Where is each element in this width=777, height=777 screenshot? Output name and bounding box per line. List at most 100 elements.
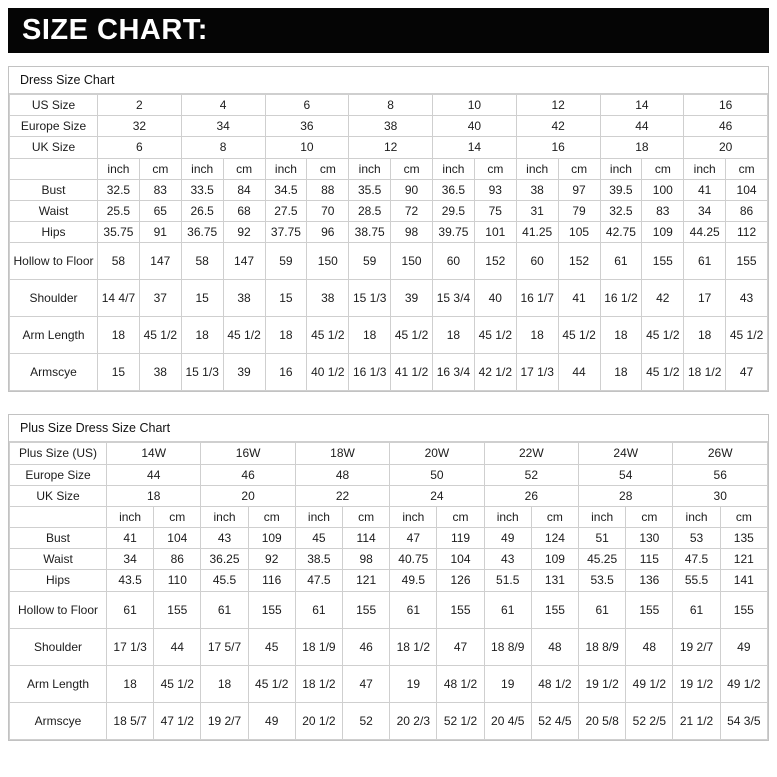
- measurement-cell: 17 1/3: [515, 353, 559, 392]
- size-chart-banner: SIZE CHART:: [8, 8, 769, 53]
- unit-label-cell: cm: [625, 505, 674, 529]
- size-value-cell: 2: [97, 93, 182, 117]
- measurement-cell: 33.5: [180, 178, 224, 201]
- measurement-cell: 15 1/3: [348, 279, 392, 318]
- measure-row: Arm Length 18 45 1/2 18 45 1/2 18 45 1/2 18 45 1…: [9, 316, 768, 355]
- measurement-cell: 147: [222, 242, 266, 281]
- measurement-cell: 155: [153, 590, 202, 629]
- measure-row: Waist 25.5 65 26.5 68 27.5 70 28.5 72 29.5 75 31 79 3…: [9, 199, 768, 223]
- row-label: Europe Size: [9, 463, 107, 486]
- unit-label-cell: inch: [200, 505, 249, 529]
- measurement-cell: 45 1/2: [725, 316, 768, 355]
- measurement-cell: 48: [530, 627, 580, 666]
- size-value-cell: 14: [599, 93, 685, 117]
- size-row: Europe Size 44 46 48 50 52 54 56: [9, 463, 768, 486]
- measurement-cell: 18 5/7: [105, 701, 155, 740]
- row-label: Hollow to Floor: [9, 242, 98, 281]
- size-value-cell: 24W: [578, 442, 674, 465]
- size-value-cell: 18: [599, 136, 685, 159]
- measurement-cell: 18: [97, 316, 140, 355]
- measurement-cell: 61: [294, 590, 344, 629]
- measurement-cell: 45 1/2: [641, 316, 685, 355]
- measurement-cell: 155: [530, 590, 580, 629]
- unit-label-cell: inch: [599, 157, 643, 180]
- measurement-cell: 43.5: [105, 569, 155, 592]
- measurement-cell: 121: [719, 548, 769, 571]
- banner-title: SIZE CHART:: [22, 14, 208, 46]
- size-value-cell: 10: [432, 93, 517, 117]
- measurement-cell: 59: [264, 242, 308, 281]
- size-value-cell: 18W: [294, 442, 391, 465]
- row-label: Waist: [9, 199, 98, 223]
- measure-row: Hips 43.5 110 45.5 116 47.5 121 49.5 126 51.5 131 5…: [9, 569, 769, 592]
- measurement-cell: 104: [153, 527, 202, 550]
- measurement-cell: 115: [625, 548, 674, 571]
- measurement-cell: 58: [180, 242, 224, 281]
- measurement-cell: 58: [97, 242, 140, 281]
- measurement-cell: 43: [483, 548, 532, 571]
- unit-label-cell: inch: [294, 505, 344, 529]
- measurement-cell: 45 1/2: [390, 316, 433, 355]
- measurement-cell: 61: [483, 590, 532, 629]
- measurement-cell: 61: [200, 590, 249, 629]
- size-value-cell: 16: [683, 93, 768, 117]
- measurement-cell: 61: [105, 590, 155, 629]
- measurement-cell: 61: [389, 590, 438, 629]
- size-value-cell: 44: [599, 115, 685, 138]
- unit-label-cell: cm: [153, 505, 202, 529]
- measurement-cell: 155: [625, 590, 674, 629]
- row-label: [9, 505, 107, 529]
- measurement-cell: 61: [683, 242, 727, 281]
- measurement-cell: 47: [725, 353, 768, 392]
- measurement-cell: 155: [436, 590, 485, 629]
- measurement-cell: 18: [599, 353, 643, 392]
- measurement-cell: 38: [306, 279, 350, 318]
- measurement-cell: 45 1/2: [138, 316, 182, 355]
- size-value-cell: 24: [389, 484, 485, 507]
- unit-row: inch cm inch cm inch cm inch cm inch cm inch cm inch…: [9, 157, 768, 180]
- measurement-cell: 51.5: [483, 569, 532, 592]
- measurement-cell: 19 2/7: [672, 627, 721, 666]
- measurement-cell: 16 1/2: [599, 279, 643, 318]
- measurement-cell: 126: [436, 569, 485, 592]
- measurement-cell: 39: [390, 279, 433, 318]
- measurement-cell: 21 1/2: [672, 701, 721, 740]
- measurement-cell: 18: [180, 316, 224, 355]
- measurement-cell: 38: [515, 178, 559, 201]
- measurement-cell: 44: [153, 627, 202, 666]
- measurement-cell: 49 1/2: [719, 664, 769, 703]
- measurement-cell: 15: [264, 279, 308, 318]
- measurement-cell: 17 5/7: [200, 627, 249, 666]
- measure-row: Arm Length 18 45 1/2 18 45 1/2 18 1/2 47 19 48 1…: [9, 664, 769, 703]
- size-value-cell: 40: [432, 115, 517, 138]
- measurement-cell: 91: [138, 221, 182, 244]
- measurement-cell: 130: [625, 527, 674, 550]
- measurement-cell: 49: [483, 527, 532, 550]
- size-value-cell: 32: [97, 115, 182, 138]
- measurement-cell: 105: [557, 221, 601, 244]
- measurement-cell: 75: [473, 199, 517, 223]
- measurement-cell: 19 2/7: [200, 701, 249, 740]
- size-value-cell: 22W: [483, 442, 580, 465]
- size-value-cell: 6: [264, 93, 350, 117]
- measurement-cell: 49 1/2: [625, 664, 674, 703]
- row-label: Hollow to Floor: [9, 590, 107, 629]
- measurement-cell: 29.5: [432, 199, 475, 223]
- size-value-cell: 18: [105, 484, 202, 507]
- measurement-cell: 150: [306, 242, 350, 281]
- size-row: UK Size 6 8 10 12 14 16 18 20: [9, 136, 768, 159]
- measurement-cell: 38: [138, 353, 182, 392]
- size-value-cell: 14: [432, 136, 517, 159]
- size-value-cell: 16: [515, 136, 601, 159]
- measurement-cell: 110: [153, 569, 202, 592]
- measurement-cell: 152: [473, 242, 517, 281]
- measurement-cell: 18: [515, 316, 559, 355]
- row-label: Hips: [9, 569, 107, 592]
- measurement-cell: 150: [390, 242, 433, 281]
- row-label: Waist: [9, 548, 107, 571]
- unit-label-cell: inch: [432, 157, 475, 180]
- row-label: [9, 157, 98, 180]
- measurement-cell: 45.5: [200, 569, 249, 592]
- unit-label-cell: cm: [557, 157, 601, 180]
- measurement-cell: 97: [557, 178, 601, 201]
